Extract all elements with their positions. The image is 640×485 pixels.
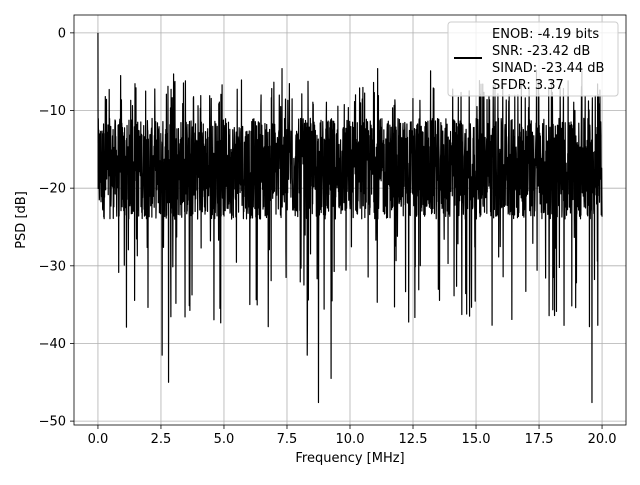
legend-entry-sfdr: SFDR: 3.37 (492, 78, 564, 93)
ticks-layer: 0.0 2.5 5.0 7.5 10.0 12.5 15.0 17.5 20.0 0 −10 −20 −… (39, 26, 617, 447)
y-axis-label: PSD [dB] (14, 191, 29, 249)
x-tick-label: 15.0 (462, 432, 491, 447)
x-tick-label: 2.5 (151, 432, 172, 447)
trace-layer (97, 32, 603, 404)
x-tick-label: 7.5 (277, 432, 298, 447)
y-tick-label: −30 (39, 259, 66, 274)
x-tick-label: 0.0 (88, 432, 109, 447)
legend-entry-sinad: SINAD: -23.44 dB (492, 61, 604, 76)
x-tick-label: 12.5 (399, 432, 428, 447)
x-axis-label: Frequency [MHz] (295, 451, 404, 466)
legend: ENOB: -4.19 bits SNR: -23.42 dB SINAD: -… (447, 21, 619, 97)
x-tick-label: 17.5 (525, 432, 554, 447)
legend-entry-enob: ENOB: -4.19 bits (492, 27, 599, 42)
y-tick-label: −40 (39, 337, 66, 352)
x-tick-label: 5.0 (214, 432, 235, 447)
y-tick-label: −20 (39, 182, 66, 197)
legend-box (447, 21, 619, 97)
y-tick-label: −10 (39, 104, 66, 119)
psd-series-line (97, 32, 603, 404)
x-tick-label: 10.0 (336, 432, 365, 447)
y-tick-label: 0 (58, 26, 66, 41)
legend-entry-snr: SNR: -23.42 dB (492, 44, 590, 59)
y-tick-label: −50 (39, 415, 66, 430)
x-tick-label: 20.0 (588, 432, 617, 447)
